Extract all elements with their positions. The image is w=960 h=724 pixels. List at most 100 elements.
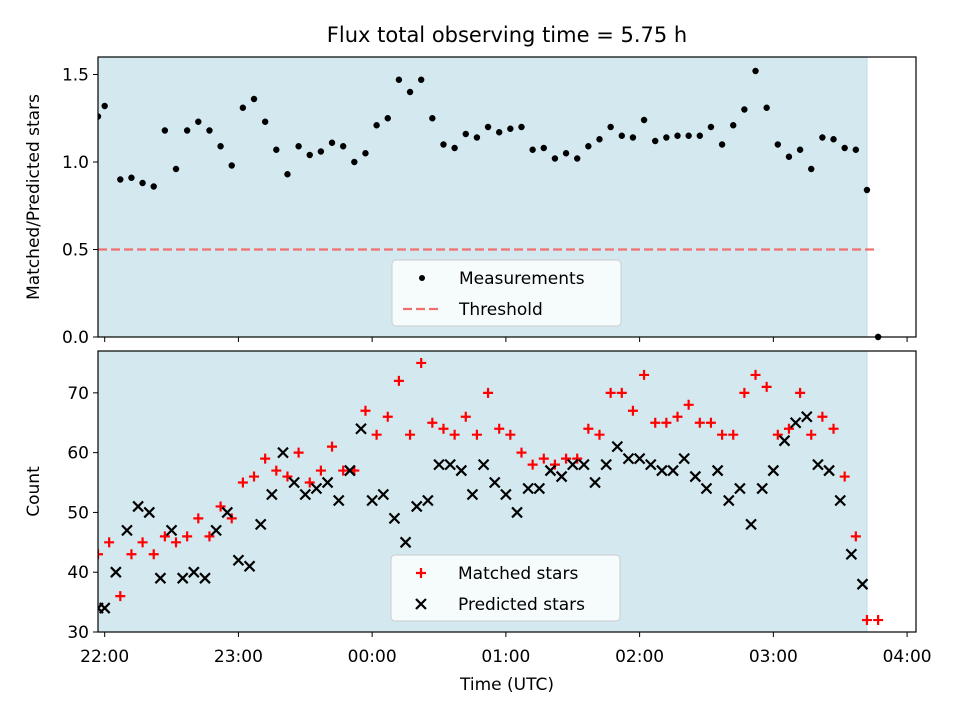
predicted-stars-point <box>121 524 133 537</box>
matched-stars-point <box>795 387 806 398</box>
matched-stars-point <box>98 549 103 560</box>
y-tick-label: 50 <box>67 503 89 523</box>
matched-stars-point <box>338 465 349 476</box>
matched-stars-point <box>516 447 527 458</box>
measurements-point <box>629 134 637 141</box>
predicted-stars-point <box>210 524 222 537</box>
matched-stars-point <box>405 429 416 440</box>
plot-area <box>98 357 884 626</box>
predicted-stars-point <box>477 458 490 471</box>
matched-stars-point <box>772 429 783 440</box>
matched-stars-point <box>873 615 884 626</box>
matched-stars-point <box>850 531 861 542</box>
measurements-point <box>841 144 848 152</box>
predicted-stars-point <box>143 506 156 519</box>
predicted-stars-point <box>366 494 378 507</box>
predicted-stars-point <box>678 452 690 465</box>
measurements-point <box>406 88 414 96</box>
predicted-stars-point <box>310 482 323 495</box>
predicted-stars-point <box>254 518 267 531</box>
matched-stars-point <box>126 549 137 560</box>
matched-stars-point <box>260 453 271 464</box>
legend-label: Threshold <box>458 300 543 320</box>
y-axis-label: Matched/Predicted stars <box>24 94 44 300</box>
measurements-point <box>250 95 258 103</box>
legend-label: Matched stars <box>458 564 578 584</box>
y-tick-label: 30 <box>67 623 89 643</box>
measurements-point <box>261 118 269 125</box>
matched-stars-point <box>828 423 839 434</box>
matched-stars-point <box>360 405 371 416</box>
predicted-stars-point <box>544 464 557 477</box>
measurements-point <box>596 136 603 143</box>
measurements-point <box>741 106 748 113</box>
predicted-stars-point <box>388 512 401 525</box>
measurements-point <box>362 150 369 157</box>
matched-stars-point <box>282 471 293 482</box>
y-tick-label: 1.0 <box>62 153 89 173</box>
matched-stars-point <box>204 531 215 542</box>
measurements-point <box>295 143 302 150</box>
predicted-stars-point <box>555 470 568 483</box>
measurements-point <box>785 153 793 160</box>
predicted-stars-point <box>566 458 579 471</box>
legend-marker <box>416 568 426 578</box>
matched-stars-point <box>215 501 226 512</box>
predicted-stars-point <box>221 506 234 519</box>
measurements-point <box>574 155 581 162</box>
measurements-point <box>217 143 224 150</box>
measurements-point <box>495 129 503 136</box>
predicted-stars-point <box>778 434 791 447</box>
measurements-point <box>585 143 592 150</box>
measurements-point <box>117 176 124 183</box>
predicted-stars-point <box>745 518 757 531</box>
measurements-point <box>696 132 703 139</box>
measurements-point <box>328 139 336 146</box>
y-tick-label: 1.5 <box>62 66 89 86</box>
measurements-point <box>730 122 737 129</box>
matched-stars-point <box>449 429 460 440</box>
measurements-point <box>451 144 458 152</box>
predicted-stars-point <box>165 524 178 537</box>
matched-stars-point <box>739 387 750 398</box>
matched-stars-point <box>494 423 505 434</box>
measurements-point <box>652 137 659 145</box>
predicted-stars-point <box>622 452 635 465</box>
matched-stars-point <box>304 477 315 488</box>
predicted-stars-point <box>377 488 390 501</box>
matched-stars-point <box>561 453 572 464</box>
matched-stars-point <box>694 417 705 428</box>
x-tick-label: 04:00 <box>883 647 932 667</box>
matched-stars-point <box>594 429 605 440</box>
matched-stars-point <box>237 477 248 488</box>
predicted-stars-point <box>845 548 858 561</box>
measurements-point <box>707 123 715 131</box>
measurements-point <box>551 155 559 162</box>
predicted-stars-point <box>823 464 835 477</box>
predicted-stars-point <box>433 458 445 471</box>
matched-stars-point <box>549 459 560 470</box>
predicted-stars-point <box>500 488 512 501</box>
predicted-stars-point <box>711 464 724 477</box>
measurements-point <box>183 127 191 134</box>
predicted-stars-point <box>444 458 456 471</box>
matched-stars-point <box>171 537 182 548</box>
matched-stars-point <box>861 615 872 626</box>
matched-stars-point <box>104 537 115 548</box>
y-tick-label: 40 <box>67 563 89 583</box>
measurements-point <box>774 141 782 148</box>
matched-stars-point <box>650 417 661 428</box>
matched-stars-point <box>761 381 772 392</box>
measurements-point <box>484 123 492 131</box>
matched-stars-point <box>137 537 148 548</box>
measurements-point <box>161 127 169 134</box>
legend-marker <box>415 598 427 610</box>
predicted-stars-point <box>466 488 479 501</box>
predicted-stars-point <box>644 458 657 471</box>
matched-stars-point <box>315 465 326 476</box>
measurements-point <box>440 141 447 148</box>
measurements-point <box>98 113 102 120</box>
predicted-stars-point <box>199 572 211 584</box>
legend-box <box>390 554 621 622</box>
